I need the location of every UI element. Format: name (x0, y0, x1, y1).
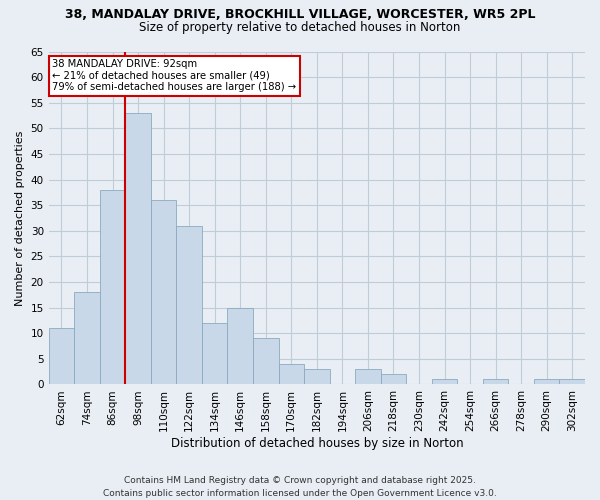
Y-axis label: Number of detached properties: Number of detached properties (15, 130, 25, 306)
Bar (227, 308, 253, 384)
Bar (304, 369, 329, 384)
Bar (125, 113, 151, 384)
Bar (74, 292, 100, 384)
Bar (253, 338, 278, 384)
Text: 38 MANDALAY DRIVE: 92sqm
← 21% of detached houses are smaller (49)
79% of semi-d: 38 MANDALAY DRIVE: 92sqm ← 21% of detach… (52, 59, 296, 92)
Bar (483, 380, 508, 384)
X-axis label: Distribution of detached houses by size in Norton: Distribution of detached houses by size … (170, 437, 463, 450)
Bar (100, 190, 125, 384)
Text: Size of property relative to detached houses in Norton: Size of property relative to detached ho… (139, 21, 461, 34)
Text: 38, MANDALAY DRIVE, BROCKHILL VILLAGE, WORCESTER, WR5 2PL: 38, MANDALAY DRIVE, BROCKHILL VILLAGE, W… (65, 8, 535, 20)
Bar (151, 200, 176, 384)
Bar (355, 369, 380, 384)
Bar (278, 364, 304, 384)
Bar (534, 380, 559, 384)
Bar (559, 380, 585, 384)
Bar (202, 323, 227, 384)
Bar (380, 374, 406, 384)
Bar (49, 328, 74, 384)
Bar (432, 380, 457, 384)
Bar (176, 226, 202, 384)
Text: Contains HM Land Registry data © Crown copyright and database right 2025.
Contai: Contains HM Land Registry data © Crown c… (103, 476, 497, 498)
